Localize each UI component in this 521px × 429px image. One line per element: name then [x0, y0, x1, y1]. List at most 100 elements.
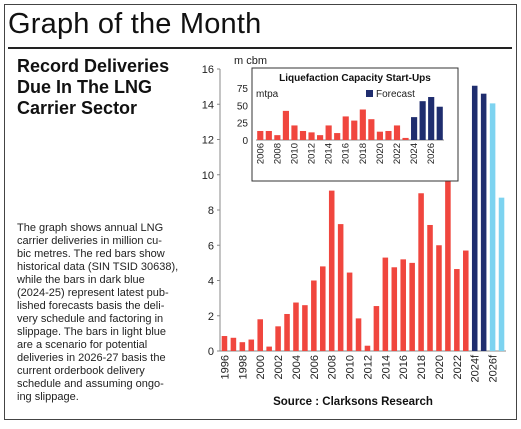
- x-tick-label: 1998: [237, 355, 249, 379]
- inset-unit-label: mtpa: [256, 89, 279, 100]
- bar: [454, 269, 460, 351]
- description-line: lished forecasts basis the deli-: [17, 300, 165, 312]
- headline-line: Record Deliveries: [17, 56, 170, 76]
- inset-y-tick-label: 0: [242, 136, 248, 147]
- bar: [337, 224, 344, 351]
- bar: [355, 318, 362, 351]
- bar: [221, 336, 228, 351]
- inset-x-tick-label: 2008: [272, 143, 283, 164]
- inset-y-tick-label: 25: [237, 119, 249, 130]
- inset-bar: [393, 125, 401, 140]
- description-line: ing slippage.: [17, 391, 79, 403]
- y-tick-label: 6: [208, 240, 214, 252]
- bar: [346, 272, 353, 351]
- bar: [373, 306, 380, 351]
- inset-bar: [376, 131, 383, 140]
- bar: [328, 190, 335, 351]
- bar: [230, 337, 237, 351]
- description-line: current orderbook delivery: [17, 365, 145, 377]
- x-tick-label: 2004: [291, 355, 303, 379]
- description-line: are a scenario for potential: [17, 339, 148, 351]
- description-line: very schedule and factoring in: [17, 313, 164, 325]
- bar: [400, 259, 406, 351]
- x-tick-label: 2026f: [488, 354, 500, 382]
- y-tick-label: 16: [202, 64, 214, 76]
- y-tick-label: 4: [208, 276, 214, 288]
- x-tick-label: 2014: [380, 355, 392, 379]
- inset-bar: [282, 110, 289, 140]
- bar: [311, 280, 317, 351]
- inset-bar: [274, 135, 281, 140]
- inset-x-tick-label: 2010: [289, 143, 300, 164]
- x-tick-label: 2018: [416, 355, 428, 379]
- inset-x-tick-label: 2018: [358, 143, 369, 164]
- legend-label-forecast: Forecast: [376, 89, 415, 100]
- inset-bar: [317, 135, 324, 140]
- bar: [382, 257, 389, 351]
- bar: [480, 93, 487, 352]
- x-tick-label: 2022: [452, 355, 464, 379]
- legend-swatch-forecast: [366, 90, 373, 97]
- y-tick-label: 14: [202, 99, 214, 111]
- title-divider: [8, 47, 512, 49]
- description-line: slippage. The bars in light blue: [17, 326, 167, 338]
- inset-y-tick-label: 50: [237, 101, 249, 112]
- inset-x-tick-label: 2016: [341, 143, 352, 164]
- bar: [418, 193, 424, 351]
- bar: [284, 313, 290, 351]
- description-line: bic metres. The red bars show: [17, 248, 165, 260]
- bar: [489, 103, 496, 352]
- bar: [320, 266, 326, 351]
- inset-x-tick-label: 2012: [307, 143, 318, 164]
- description-line: The graph shows annual LNG: [17, 222, 164, 234]
- bar: [391, 267, 398, 351]
- bar: [436, 245, 442, 351]
- y-tick-label: 2: [208, 311, 214, 323]
- inset-bar: [359, 109, 366, 140]
- bar: [463, 250, 469, 351]
- description-line: (2024-25) represent latest pub-: [17, 287, 169, 299]
- inset-bar: [385, 130, 392, 140]
- graphic-frame: [4, 4, 517, 420]
- bar: [445, 173, 451, 351]
- inset-x-tick-label: 2022: [392, 143, 403, 164]
- inset-bar: [428, 97, 435, 140]
- inset-bar: [265, 130, 272, 140]
- bar: [409, 262, 415, 351]
- bar: [302, 305, 308, 351]
- bar: [293, 302, 299, 351]
- bar: [248, 339, 255, 351]
- bar: [498, 197, 505, 351]
- x-tick-label: 2006: [309, 355, 321, 379]
- y-unit-label: m cbm: [234, 55, 267, 67]
- inset-x-tick-label: 2006: [255, 143, 266, 164]
- x-tick-label: 2016: [398, 355, 410, 379]
- inset-bar: [257, 130, 264, 140]
- inset-y-tick-label: 75: [237, 84, 249, 95]
- bar: [257, 319, 263, 351]
- x-tick-label: 2002: [273, 355, 285, 379]
- description-line: deliveries in 2026-27 basis the: [17, 352, 166, 364]
- x-tick-label: 1996: [219, 355, 231, 379]
- y-tick-label: 0: [208, 346, 214, 358]
- bar: [239, 342, 246, 351]
- inset-bar: [368, 119, 375, 140]
- description-text: The graph shows annual LNG carrier deliv…: [17, 222, 195, 404]
- description-line: carrier deliveries in million cu-: [17, 235, 162, 247]
- bar: [364, 345, 371, 351]
- x-tick-label: 2000: [255, 355, 267, 379]
- inset-bar: [334, 133, 341, 140]
- inset-bar: [411, 117, 418, 140]
- y-tick-label: 8: [208, 205, 214, 217]
- bar: [471, 85, 478, 352]
- y-tick-label: 10: [202, 170, 214, 182]
- x-tick-label: 2008: [327, 355, 339, 379]
- x-tick-label: 2010: [345, 355, 357, 379]
- description-line: historical data (SIN TSID 30638),: [17, 261, 179, 273]
- bar: [266, 346, 272, 351]
- inset-title: Liquefaction Capacity Start-Ups: [279, 73, 431, 84]
- x-tick-label: 2012: [362, 355, 374, 379]
- x-tick-label: 2024f: [470, 354, 482, 382]
